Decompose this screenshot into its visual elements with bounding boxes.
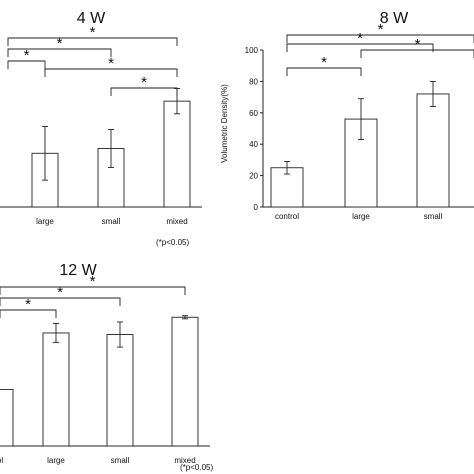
- significance-bracket-1: [0, 297, 121, 306]
- chart-title: 8 W: [380, 10, 409, 27]
- y-tick-label: 60: [249, 109, 258, 118]
- category-label-3: mixed: [174, 456, 195, 465]
- chart-panel-2: 12 W ol large small mixed * * * (*p<0.05): [0, 262, 213, 472]
- significance-star-1: *: [57, 35, 63, 52]
- chart-panel-0: 4 W large small mixed * * * * * (*p<0.05): [0, 10, 202, 247]
- bar-3: [171, 316, 199, 447]
- significance-bracket-0: [286, 34, 474, 43]
- significance-bracket-3: [286, 67, 362, 76]
- category-label-2: small: [111, 456, 130, 465]
- chart-title: 4 W: [77, 10, 106, 27]
- y-tick-label: 40: [249, 140, 258, 149]
- bar-0: [0, 389, 14, 447]
- significance-star-0: *: [90, 24, 96, 41]
- significance-star-4: *: [141, 74, 147, 91]
- significance-bracket-2: [0, 309, 57, 318]
- significance-star-0: *: [90, 273, 96, 290]
- significance-bracket-2: [360, 49, 474, 58]
- y-tick-label: 20: [249, 172, 258, 181]
- chart-title: 12 W: [59, 262, 97, 279]
- significance-bracket-2: [7, 60, 46, 69]
- category-label-0: ol: [0, 456, 3, 465]
- bar-3: [163, 100, 191, 208]
- significance-bracket-1: [7, 48, 112, 57]
- category-label-1: large: [36, 217, 54, 226]
- category-label-1: large: [352, 212, 370, 221]
- y-tick-label: 0: [254, 203, 259, 212]
- bar-2: [416, 93, 450, 208]
- y-axis-label: Volumetric Density(%): [220, 84, 229, 163]
- significance-bracket-3: [44, 68, 178, 77]
- chart-panel-1: 8 W 0 20 40 60 80 100 Volumetric Density(%) cont…: [220, 10, 474, 221]
- category-label-2: small: [102, 217, 121, 226]
- significance-note: (*p<0.05): [180, 463, 213, 472]
- significance-star-3: *: [108, 55, 114, 72]
- category-label-3: mixed: [166, 217, 187, 226]
- category-label-0: control: [275, 212, 299, 221]
- significance-star-1: *: [57, 284, 63, 301]
- significance-bracket-4: [110, 87, 178, 96]
- significance-star-2: *: [24, 47, 30, 64]
- significance-star-2: *: [415, 36, 421, 53]
- significance-bracket-1: [286, 43, 434, 52]
- significance-bracket-0: [7, 37, 178, 46]
- y-tick-label: 100: [245, 46, 259, 55]
- category-label-2: small: [424, 212, 443, 221]
- significance-bracket-0: [0, 286, 186, 295]
- significance-star-0: *: [378, 21, 384, 38]
- category-label-1: large: [47, 456, 65, 465]
- significance-star-3: *: [321, 54, 327, 71]
- significance-star-1: *: [357, 30, 363, 47]
- significance-note: (*p<0.05): [156, 238, 189, 247]
- y-tick-label: 80: [249, 77, 258, 86]
- bar-1: [42, 332, 70, 447]
- significance-star-2: *: [25, 296, 31, 313]
- bar-2: [106, 334, 134, 447]
